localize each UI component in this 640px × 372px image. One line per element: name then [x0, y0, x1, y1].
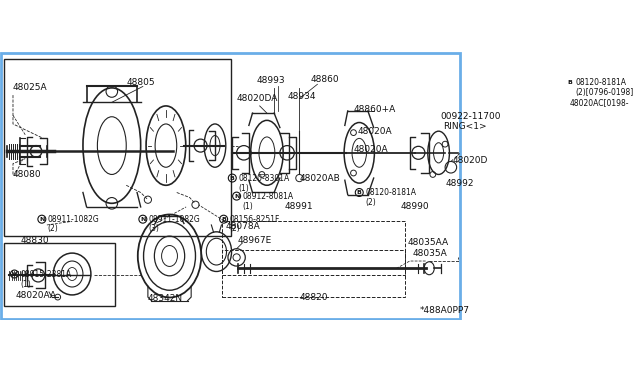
- Text: 08120-8181A: 08120-8181A: [575, 78, 627, 87]
- Text: 48020AC[0198-: 48020AC[0198-: [570, 98, 629, 107]
- Text: 08915-2381A: 08915-2381A: [20, 269, 72, 279]
- Text: 48934: 48934: [287, 92, 316, 101]
- Text: N: N: [234, 193, 239, 199]
- Text: B: B: [230, 176, 235, 180]
- Text: 48805: 48805: [126, 78, 155, 87]
- Text: (1): (1): [238, 184, 249, 193]
- Text: B: B: [357, 190, 362, 195]
- Text: 48020AB: 48020AB: [300, 174, 340, 183]
- Bar: [4, 243, 115, 306]
- Text: (2): (2): [229, 224, 240, 233]
- Text: 48025A: 48025A: [13, 83, 47, 92]
- Text: (2): (2): [365, 198, 376, 207]
- Text: 48080: 48080: [13, 170, 42, 179]
- Text: 48020A: 48020A: [357, 127, 392, 136]
- Text: 48992: 48992: [446, 179, 474, 187]
- Text: 48035AA: 48035AA: [408, 238, 449, 247]
- Text: 08912-8081A: 08912-8081A: [243, 192, 294, 201]
- Text: 48993: 48993: [256, 76, 285, 85]
- Text: B: B: [568, 80, 572, 84]
- Text: 08911-1082G: 08911-1082G: [47, 215, 99, 224]
- Text: V: V: [12, 272, 17, 276]
- Text: 00922-11700: 00922-11700: [440, 112, 500, 121]
- Text: (2)[0796-0198]: (2)[0796-0198]: [575, 88, 634, 97]
- Text: N: N: [39, 217, 45, 222]
- Text: 08120-8181A: 08120-8181A: [365, 188, 416, 197]
- Text: 48830: 48830: [20, 236, 49, 245]
- Text: (2): (2): [47, 224, 58, 233]
- Text: 48020A: 48020A: [353, 145, 388, 154]
- Text: 48078A: 48078A: [225, 222, 260, 231]
- Text: 08120-8301A: 08120-8301A: [238, 174, 289, 183]
- Text: (1): (1): [243, 202, 253, 211]
- Text: 48990: 48990: [401, 202, 429, 211]
- Text: (1): (1): [20, 280, 31, 289]
- Bar: [222, 221, 404, 275]
- Text: N: N: [140, 217, 145, 222]
- Text: 08156-8251F: 08156-8251F: [229, 215, 280, 224]
- Text: 48820: 48820: [300, 293, 328, 302]
- Text: B: B: [221, 217, 226, 222]
- Text: 48860: 48860: [310, 75, 339, 84]
- Text: 48020D: 48020D: [452, 155, 488, 164]
- Text: 08911-1082G: 08911-1082G: [148, 215, 200, 224]
- Text: 48020DA: 48020DA: [237, 94, 278, 103]
- Text: 48342N: 48342N: [148, 294, 183, 303]
- Text: *488A0PP7: *488A0PP7: [420, 305, 470, 315]
- Text: 48035A: 48035A: [413, 249, 447, 258]
- Text: (3): (3): [148, 224, 159, 233]
- Text: 48967E: 48967E: [238, 236, 272, 245]
- Text: 48860+A: 48860+A: [353, 105, 396, 114]
- Text: 48991: 48991: [285, 202, 314, 211]
- Text: RING<1>: RING<1>: [443, 122, 486, 131]
- Bar: [4, 59, 231, 236]
- Text: 48020AA: 48020AA: [16, 291, 57, 300]
- Bar: [222, 250, 404, 297]
